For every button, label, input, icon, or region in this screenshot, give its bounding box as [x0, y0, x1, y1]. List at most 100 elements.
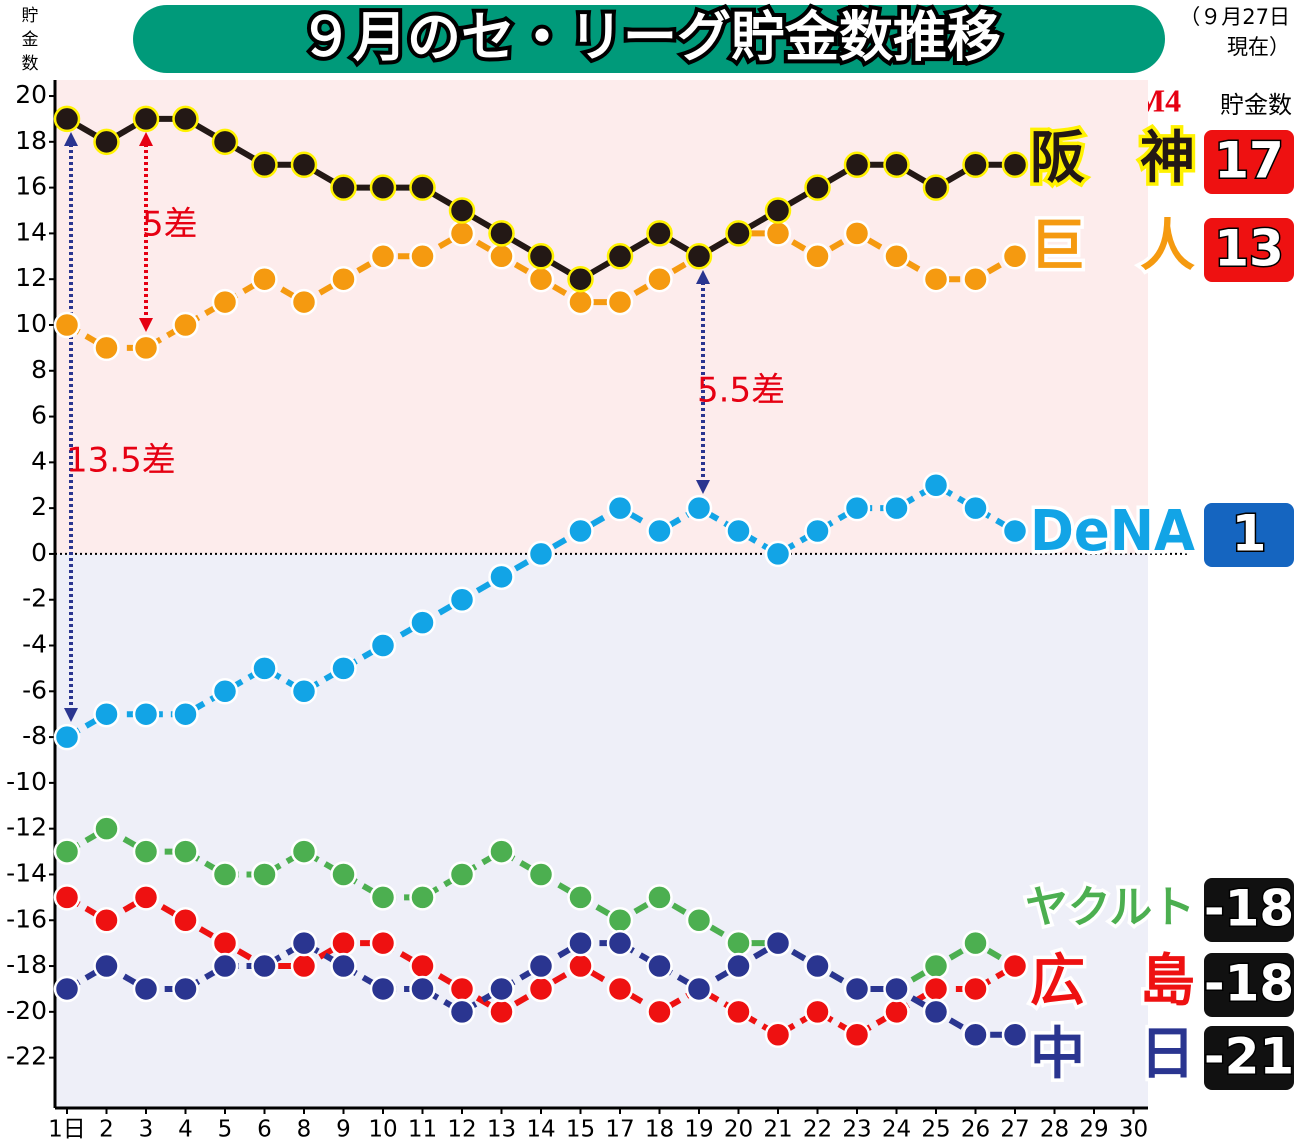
- point: [330, 265, 357, 293]
- point: [330, 952, 357, 980]
- series-label: ヤクルト: [1025, 882, 1195, 933]
- point: [172, 700, 199, 728]
- point: [488, 975, 515, 1003]
- point: [211, 952, 239, 980]
- point: [843, 220, 871, 247]
- point: [251, 861, 278, 888]
- badge: [1204, 1026, 1294, 1090]
- point: [646, 265, 673, 293]
- point: [527, 861, 555, 888]
- arrow-head: [139, 318, 153, 332]
- point: [1001, 1021, 1029, 1048]
- point: [488, 220, 515, 247]
- point: [132, 884, 160, 911]
- point: [843, 494, 871, 522]
- point: [883, 151, 910, 178]
- x-tick-label: 11: [408, 1117, 437, 1143]
- x-tick-label: 30: [1119, 1117, 1148, 1143]
- series-label: 広 島: [1030, 949, 1195, 1014]
- point: [685, 494, 713, 522]
- y-tick-label: 12: [15, 263, 47, 292]
- arrow-head: [696, 480, 710, 494]
- badge: [1204, 218, 1294, 282]
- point: [962, 151, 989, 178]
- point: [962, 975, 989, 1003]
- point: [567, 929, 594, 957]
- point: [764, 1021, 792, 1048]
- point: [448, 197, 476, 224]
- point: [883, 975, 910, 1003]
- chart-title: ９月のセ・リーグ貯金数推移: [299, 6, 1001, 69]
- point: [132, 975, 160, 1003]
- point: [53, 105, 81, 133]
- series-label: DeNA: [1030, 499, 1196, 564]
- y-tick-label: -2: [22, 584, 47, 613]
- point: [369, 929, 397, 957]
- y-tick-label: -8: [22, 721, 47, 750]
- point: [764, 197, 792, 224]
- arrow-head: [64, 708, 78, 722]
- point: [725, 517, 752, 545]
- y-tick-label: 20: [15, 80, 47, 109]
- point: [93, 907, 120, 934]
- point: [567, 884, 594, 911]
- point: [527, 952, 555, 980]
- point: [883, 998, 910, 1026]
- x-tick-label: 24: [882, 1117, 911, 1143]
- point: [448, 861, 476, 888]
- y-tick-label: 6: [31, 401, 47, 430]
- point: [409, 884, 436, 911]
- point: [53, 311, 81, 339]
- badge-label: -18: [1204, 880, 1294, 938]
- point: [290, 151, 318, 178]
- point: [211, 288, 239, 316]
- point: [369, 243, 397, 270]
- point: [606, 975, 634, 1003]
- point: [172, 907, 199, 934]
- point: [409, 952, 436, 980]
- series-label: 巨 人: [1030, 214, 1195, 279]
- y-label: 数: [22, 54, 39, 74]
- annotation: 5差: [142, 205, 198, 245]
- x-tick-label: 6: [257, 1117, 272, 1143]
- badge-label: -21: [1204, 1028, 1294, 1086]
- y-tick-label: 16: [15, 172, 47, 201]
- point: [804, 517, 831, 545]
- y-tick-label: 2: [31, 492, 47, 521]
- point: [290, 678, 318, 705]
- point: [93, 952, 120, 980]
- point: [53, 838, 81, 865]
- point: [922, 952, 950, 980]
- negative-zone: [55, 553, 1148, 1108]
- point: [93, 700, 120, 728]
- point: [251, 265, 278, 293]
- point: [804, 243, 831, 270]
- point: [488, 838, 515, 865]
- badge: [1204, 130, 1294, 194]
- point: [804, 174, 831, 201]
- y-tick-label: 10: [15, 309, 47, 338]
- subtitle: 現在）: [1227, 35, 1290, 59]
- point: [962, 265, 989, 293]
- badge-label: 13: [1214, 220, 1284, 278]
- point: [290, 952, 318, 980]
- series-label: 阪 神: [1030, 126, 1195, 191]
- point: [567, 265, 594, 293]
- y-tick-label: -14: [6, 858, 47, 887]
- point: [685, 243, 713, 270]
- annotation: 5.5差: [697, 371, 785, 411]
- point: [567, 952, 594, 980]
- x-tick-label: 22: [803, 1117, 832, 1143]
- point: [448, 975, 476, 1003]
- point: [527, 243, 555, 270]
- point: [369, 975, 397, 1003]
- point: [764, 220, 792, 247]
- point: [132, 334, 160, 362]
- badge-label: 17: [1214, 132, 1284, 190]
- arrow-head: [696, 270, 710, 284]
- y-tick-label: 0: [31, 538, 47, 567]
- point: [962, 929, 989, 957]
- point: [369, 632, 397, 659]
- point: [922, 174, 950, 201]
